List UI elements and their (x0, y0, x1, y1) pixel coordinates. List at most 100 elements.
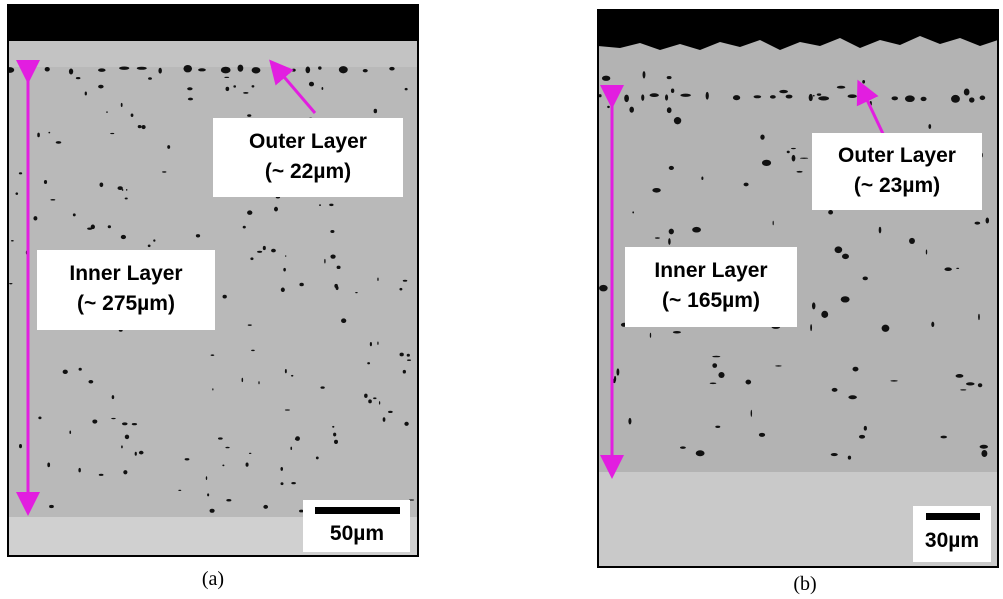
pore (309, 82, 314, 87)
pore (106, 111, 108, 113)
pore (715, 426, 720, 428)
pore (98, 68, 106, 72)
pore (383, 417, 386, 422)
pore (223, 295, 227, 299)
pore (969, 97, 975, 102)
pore (78, 468, 80, 473)
pore (673, 331, 681, 333)
pore (791, 148, 796, 149)
pore (821, 311, 828, 318)
pore (332, 426, 334, 428)
pore (905, 95, 915, 102)
pore (148, 244, 151, 247)
pore (832, 388, 838, 392)
pore (337, 266, 341, 269)
pore (379, 401, 380, 405)
pore (224, 77, 229, 78)
pore (121, 103, 123, 107)
pore (879, 227, 882, 234)
pore (368, 399, 372, 403)
pore (400, 353, 404, 357)
pore (341, 318, 346, 323)
pore (980, 445, 988, 449)
pore (283, 268, 286, 272)
pore (978, 383, 982, 387)
pore (931, 322, 934, 327)
pore (407, 354, 410, 357)
pore (238, 65, 244, 72)
pore (9, 283, 12, 284)
pore (607, 106, 610, 108)
pore (667, 76, 672, 79)
pore (745, 380, 751, 385)
pore (797, 171, 803, 173)
pore (318, 66, 322, 69)
pore (98, 85, 103, 89)
pore (291, 482, 296, 484)
inner-label: Inner Layer (69, 262, 182, 285)
pore (119, 66, 129, 69)
pore (112, 395, 115, 399)
pore (641, 94, 644, 101)
pore (111, 418, 115, 419)
pore (162, 171, 166, 172)
pore (890, 380, 897, 382)
pore (370, 342, 372, 346)
pore (733, 95, 740, 100)
pore (22, 66, 30, 72)
pore (85, 91, 87, 95)
pore (38, 417, 41, 420)
pore (848, 395, 857, 399)
pore (779, 90, 788, 93)
inner-label: Inner Layer (654, 259, 767, 282)
outer-label: Outer Layer (249, 130, 367, 153)
pore (48, 132, 50, 134)
scale-label: 50µm (330, 522, 384, 545)
pore (909, 238, 915, 244)
pore (19, 444, 22, 448)
pore (263, 246, 266, 250)
pore (15, 192, 18, 195)
pore (292, 69, 296, 72)
pore (178, 490, 181, 491)
pore (299, 510, 304, 513)
pore (212, 388, 213, 390)
pore (863, 276, 868, 280)
pore (810, 324, 812, 331)
pore (333, 433, 336, 437)
pore (629, 107, 634, 113)
pore (249, 453, 252, 454)
pore (252, 67, 261, 73)
pore (377, 277, 378, 281)
pore (49, 505, 54, 508)
pore (322, 87, 324, 90)
pore (389, 67, 394, 71)
pore (837, 86, 846, 89)
pore (751, 410, 752, 417)
pore (599, 285, 608, 292)
pore (718, 372, 724, 378)
pore (222, 465, 224, 467)
pore (680, 446, 686, 448)
pore (665, 94, 668, 100)
pore (671, 89, 674, 93)
pore (712, 363, 717, 368)
pore (813, 95, 815, 97)
pore (44, 180, 47, 184)
pore (363, 69, 368, 72)
pore (975, 222, 981, 225)
pore (88, 380, 93, 384)
pore (374, 109, 377, 113)
pore (11, 240, 14, 242)
pore (137, 67, 147, 70)
pore (944, 267, 951, 271)
pore (334, 440, 338, 444)
pore (770, 95, 776, 99)
pore (624, 95, 629, 102)
pore (853, 367, 859, 372)
pore (188, 98, 193, 101)
caption: (b) (793, 573, 816, 595)
pore (980, 96, 986, 101)
pore (674, 117, 681, 124)
pore (817, 93, 821, 95)
